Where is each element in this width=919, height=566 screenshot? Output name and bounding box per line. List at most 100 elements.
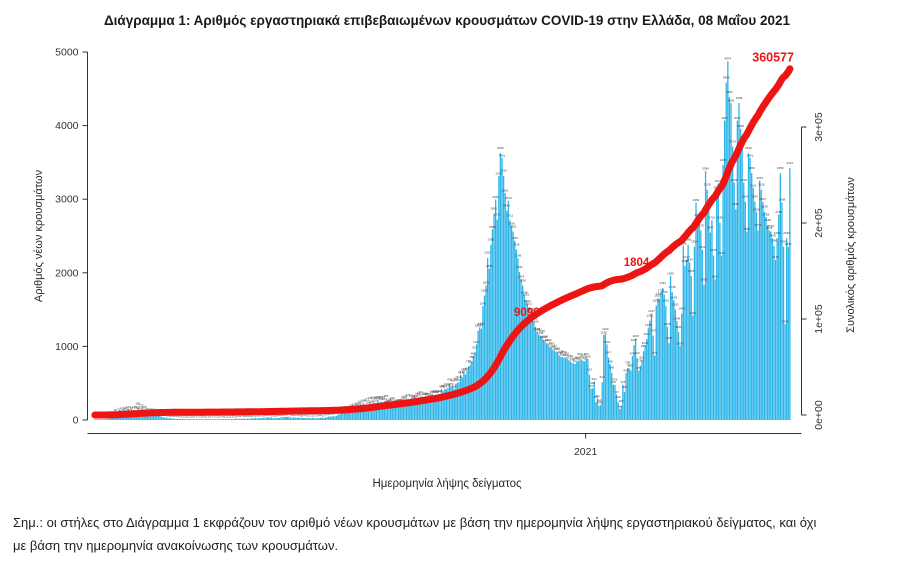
bar [463, 372, 465, 420]
bar-label: 1553 [653, 298, 660, 302]
bar [238, 418, 241, 420]
bar [690, 276, 692, 420]
bar [281, 417, 284, 420]
bar [308, 418, 311, 420]
bar [323, 418, 325, 420]
bar [695, 202, 697, 420]
bar-label: 1432 [529, 307, 536, 311]
bar [347, 411, 349, 420]
bar-label: 123 [138, 404, 143, 408]
bar-label: 508 [455, 378, 460, 382]
bar-label: 1653 [654, 294, 661, 298]
bar-label: 11 [205, 415, 208, 419]
bar [647, 327, 649, 420]
bar [235, 418, 238, 420]
bar [714, 279, 716, 420]
bar [743, 182, 745, 420]
bar [630, 370, 632, 420]
bar-label: 2958 [779, 198, 786, 202]
bar-label: 2354 [780, 240, 787, 244]
bar-label: 24 [316, 414, 320, 418]
x-axis-title: Ημερομηνία λήψης δείγματος [372, 478, 522, 490]
bar-label: 579 [460, 370, 465, 374]
left-tick-label: 0 [73, 415, 79, 427]
bar-label: 478 [611, 380, 616, 384]
bar-label: 829 [585, 354, 590, 358]
bar [681, 313, 683, 420]
bar-label: 2236 [710, 248, 717, 252]
bar [510, 225, 513, 420]
bar-label: 812 [566, 356, 571, 360]
bar [529, 312, 532, 420]
bar [749, 157, 751, 420]
bar [184, 419, 187, 420]
bar-label: 10 [208, 415, 212, 419]
bar [549, 346, 551, 420]
bar [735, 209, 737, 420]
bar-label: 226 [385, 399, 390, 403]
bar [265, 417, 268, 420]
bar-label: 3350 [777, 166, 784, 170]
bar [332, 416, 335, 420]
bar [229, 419, 231, 420]
bar-label: 16 [176, 414, 180, 418]
bar [391, 403, 393, 420]
right-tick-label: 0e+00 [813, 400, 825, 430]
bar-label: 1629 [670, 296, 677, 300]
bar [593, 381, 595, 420]
bar-label: 1213 [475, 324, 482, 328]
bar-label: 1240 [478, 322, 485, 326]
bar [362, 405, 365, 420]
bar [557, 353, 559, 420]
bar [588, 374, 591, 420]
bar [294, 417, 296, 420]
bar-label: 3151 [750, 183, 757, 187]
bar-label: 2952 [693, 198, 700, 202]
bar [437, 393, 440, 420]
bar-label: 2576 [766, 226, 773, 230]
bar [746, 231, 748, 420]
bar-label: 478 [620, 380, 625, 384]
bar-label: 2588 [489, 225, 496, 229]
bar [334, 416, 336, 420]
bar-label: 345 [429, 390, 434, 394]
bar [172, 418, 174, 420]
bar [399, 403, 401, 420]
bar-label: 2236 [718, 251, 725, 255]
bar [210, 419, 212, 420]
footnote-line-1: Σημ.: οι στήλες στο Διάγραμμα 1 εκφράζου… [13, 515, 817, 530]
bar-label: 781 [574, 355, 579, 359]
bar [452, 385, 454, 420]
bar [181, 418, 183, 420]
bar [696, 220, 699, 420]
cumulative-annotation: 360577 [752, 51, 794, 65]
bar [560, 356, 562, 420]
bar [358, 407, 360, 420]
bar [526, 303, 529, 420]
bar [418, 397, 420, 420]
bar [703, 284, 705, 420]
bar-label: 2790 [775, 210, 782, 214]
bar-label: 2561 [510, 224, 517, 228]
bar [727, 61, 729, 421]
bar-label: 613 [587, 368, 592, 372]
bar-label: 512 [600, 375, 605, 379]
bar-label: 26 [271, 413, 275, 417]
bar-label: 2312 [699, 245, 706, 249]
bar-label: 515 [456, 375, 461, 379]
cumulative-annotation: 1804 [624, 257, 650, 269]
bar [787, 246, 789, 420]
bar-label: 202 [598, 401, 603, 405]
bar-label: 204 [366, 400, 371, 404]
bar [312, 417, 314, 420]
bar [269, 417, 271, 420]
bar-label: 271 [406, 393, 411, 397]
bar [709, 232, 712, 420]
bar [151, 414, 153, 420]
bar-label: 10 [198, 415, 202, 419]
bar [536, 331, 538, 420]
bar-label: 802 [576, 356, 581, 360]
bar [509, 220, 511, 420]
bar-label: 992 [547, 342, 552, 346]
bar [544, 341, 546, 420]
